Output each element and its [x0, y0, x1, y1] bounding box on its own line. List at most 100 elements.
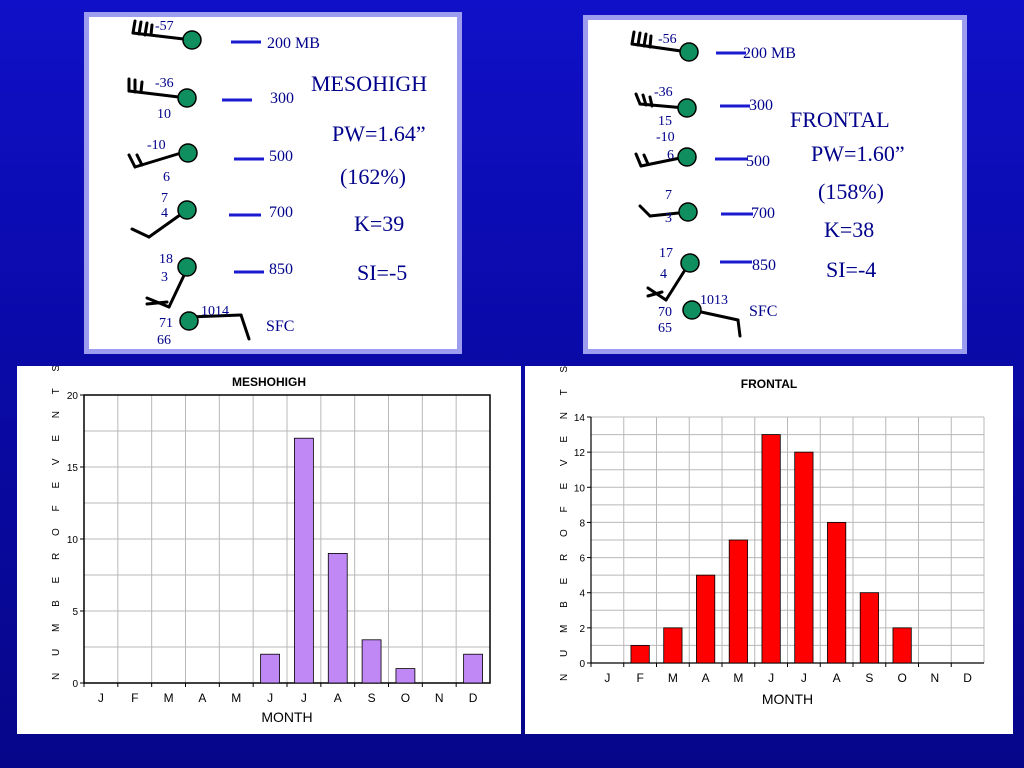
- x-tick-label: M: [164, 691, 174, 705]
- bar-6: [260, 653, 280, 684]
- x-tick-label: J: [801, 671, 807, 685]
- station-pressure: 1014: [201, 304, 229, 319]
- mesohigh-chart-panel: MESHOHIGH 0 5 10 15 20 J F M A M J J A S O N D MONTH N U M …: [17, 366, 521, 734]
- x-axis-label: MONTH: [762, 691, 813, 707]
- bar-2: [630, 645, 650, 664]
- level-label: 850: [269, 261, 293, 278]
- frontal-station-plot: [630, 30, 753, 338]
- frontal-sounding-panel: -56 -36 15 -10 6 7 3 17 4 1013 70 65 200…: [583, 15, 967, 354]
- x-tick-label: N: [931, 671, 940, 685]
- x-tick-label: F: [636, 671, 643, 685]
- station-value: 4: [161, 206, 168, 221]
- pw-value: PW=1.64”: [332, 121, 426, 146]
- x-tick-label: O: [401, 691, 410, 705]
- si-index: SI=-5: [357, 260, 408, 285]
- k-index: K=38: [824, 217, 875, 242]
- pw-value: PW=1.60”: [811, 141, 905, 166]
- x-tick-label: M: [668, 671, 678, 685]
- x-tick-label: A: [833, 671, 841, 685]
- station-value: 7: [161, 191, 168, 206]
- level-label: 300: [270, 90, 294, 107]
- station-value: 66: [157, 333, 171, 348]
- bar-4: [696, 574, 716, 664]
- mesohigh-station-plot: [127, 19, 264, 341]
- bar-7: [294, 437, 314, 684]
- bar-5: [728, 539, 748, 664]
- y-tick-label: 14: [574, 413, 586, 424]
- x-tick-label: J: [98, 691, 104, 705]
- y-tick-label: 2: [579, 624, 585, 635]
- station-value: 17: [659, 246, 673, 261]
- bar-10: [892, 627, 912, 664]
- x-tick-label: S: [865, 671, 873, 685]
- x-tick-label: J: [301, 691, 307, 705]
- station-value: -10: [147, 138, 166, 153]
- k-index: K=39: [354, 211, 405, 236]
- level-label: 850: [752, 257, 776, 274]
- mesohigh-bar-chart: MESHOHIGH 0 5 10 15 20 J F M A M J J A S O N D MONTH N U M …: [51, 366, 491, 725]
- station-dots: [177, 30, 202, 331]
- station-value: 15: [658, 114, 672, 129]
- y-tick-label: 6: [579, 554, 585, 565]
- bar-8: [327, 552, 348, 684]
- station-value: -10: [656, 130, 675, 145]
- level-label: 700: [269, 204, 293, 221]
- y-tick-label: 15: [67, 463, 79, 474]
- x-tick-label: M: [231, 691, 241, 705]
- x-tick-label: F: [131, 691, 138, 705]
- station-value: -57: [155, 19, 174, 34]
- y-tick-label: 10: [574, 483, 586, 494]
- station-value: 10: [157, 107, 171, 122]
- bar-8: [827, 522, 847, 664]
- level-label: SFC: [266, 318, 295, 335]
- x-axis-label: MONTH: [261, 709, 312, 725]
- y-tick-label: 5: [72, 607, 78, 618]
- pw-percent: (158%): [818, 179, 884, 204]
- station-value: 6: [667, 148, 674, 163]
- x-tick-label: S: [368, 691, 376, 705]
- bar-9: [859, 592, 879, 664]
- station-value: 4: [660, 267, 667, 282]
- x-tick-label: D: [963, 671, 972, 685]
- bar-10: [395, 668, 416, 684]
- x-tick-label: O: [897, 671, 906, 685]
- x-tick-label: A: [334, 691, 342, 705]
- station-dots: [677, 42, 702, 320]
- level-label: 300: [749, 97, 773, 114]
- level-label: 200 MB: [267, 35, 320, 52]
- y-tick-label: 8: [579, 518, 585, 529]
- station-value: -36: [654, 85, 673, 100]
- station-value: -56: [658, 32, 677, 47]
- bar-6: [761, 434, 781, 664]
- station-value: 18: [159, 252, 173, 267]
- x-tick-label: D: [469, 691, 478, 705]
- level-label: 200 MB: [743, 45, 796, 62]
- y-axis-label: N U M B E R O F E V E N T S: [559, 366, 570, 681]
- station-value: -36: [155, 76, 174, 91]
- station-pressure: 1013: [700, 293, 728, 308]
- station-value: 3: [161, 270, 168, 285]
- level-dashes: [222, 40, 264, 274]
- y-tick-label: 0: [72, 679, 78, 690]
- bar-12: [463, 653, 483, 684]
- station-value: 6: [163, 170, 170, 185]
- frontal-chart-panel: FRONTAL 0 2 4 6 8 10 12 14 J F M A M J J A S O N D MONTH N U M…: [525, 366, 1013, 734]
- y-tick-label: 20: [67, 391, 79, 402]
- x-tick-label: J: [604, 671, 610, 685]
- level-label: 700: [751, 205, 775, 222]
- x-tick-label: J: [768, 671, 774, 685]
- si-index: SI=-4: [826, 257, 877, 282]
- chart-title: FRONTAL: [741, 377, 797, 391]
- frontal-bar-chart: FRONTAL 0 2 4 6 8 10 12 14 J F M A M J J A S O N D MONTH N U M…: [559, 366, 985, 707]
- y-tick-label: 12: [574, 448, 586, 459]
- station-value: 71: [159, 316, 173, 331]
- chart-title: MESHOHIGH: [232, 375, 306, 389]
- y-tick-label: 10: [67, 535, 79, 546]
- bar-9: [361, 639, 382, 684]
- level-label: 500: [746, 153, 770, 170]
- station-value: 3: [665, 211, 672, 226]
- x-tick-label: M: [733, 671, 743, 685]
- panel-title: FRONTAL: [790, 107, 890, 132]
- x-tick-label: J: [267, 691, 273, 705]
- x-tick-label: A: [198, 691, 206, 705]
